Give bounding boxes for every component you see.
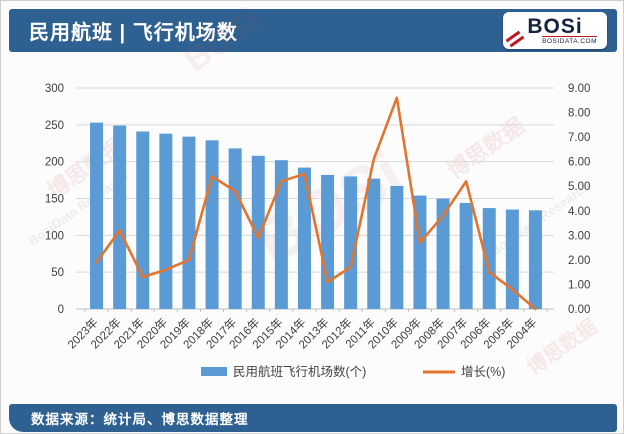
legend-bar-swatch[interactable]	[201, 367, 227, 376]
bar-2022年[interactable]	[113, 125, 127, 309]
bar-2016年[interactable]	[251, 155, 265, 309]
right-axis-tick-label: 7.00	[568, 132, 590, 144]
left-axis-tick-label: 150	[45, 194, 64, 206]
bar-2012年[interactable]	[344, 176, 358, 309]
bar-2011年[interactable]	[367, 178, 381, 309]
bar-2023年[interactable]	[90, 122, 104, 309]
bar-2014年[interactable]	[297, 167, 311, 309]
right-axis-tick-label: 8.00	[568, 108, 590, 120]
bosi-logo-domain: BOSIDATA.COM	[542, 35, 597, 45]
left-axis-tick-label: 100	[45, 230, 64, 242]
combo-chart: 0 50 100 150 200 250 300 0.00 1.00 2.00 3.00 4.00 5.…	[1, 53, 623, 401]
bar-2019年[interactable]	[182, 136, 196, 309]
bar-2015年[interactable]	[274, 160, 288, 309]
right-axis-tick-label: 9.00	[568, 83, 590, 95]
right-axis-tick-label: 4.00	[568, 206, 590, 218]
bar-2013年[interactable]	[321, 174, 335, 309]
bar-2018年[interactable]	[205, 140, 219, 309]
bar-2010年[interactable]	[390, 185, 404, 309]
right-axis-tick-label: 6.00	[568, 157, 590, 169]
bar-2006年[interactable]	[482, 208, 496, 309]
bar-2007年[interactable]	[459, 202, 473, 309]
left-axis-tick-label: 0	[58, 304, 64, 316]
data-source-note: 数据来源：统计局、博思数据整理	[31, 412, 249, 427]
chart-canvas: 0 50 100 150 200 250 300 0.00 1.00 2.00 3.00 4.00 5.…	[45, 83, 591, 379]
growth-line[interactable]	[95, 96, 537, 311]
left-axis-tick-label: 300	[45, 83, 64, 95]
bar-2008年[interactable]	[436, 198, 450, 310]
right-axis-tick-label: 5.00	[568, 181, 590, 193]
bosi-logo-wordmark: BOSi	[527, 14, 583, 38]
right-axis-tick-label: 0.00	[568, 304, 590, 316]
bar-2005年[interactable]	[505, 209, 519, 309]
page-title: 民用航班 | 飞行机场数	[29, 22, 238, 44]
left-axis-tick-label: 50	[51, 267, 64, 279]
legend-bar-label[interactable]: 民用航班飞行机场数(个)	[233, 364, 366, 379]
bar-2004年[interactable]	[528, 210, 542, 309]
bosi-logo-stripes-icon	[505, 30, 525, 48]
left-axis-tick-label: 200	[45, 157, 64, 169]
right-axis-tick-label: 1.00	[568, 279, 590, 291]
header-bar: 民用航班 | 飞行机场数 BOSi BOSIDATA.COM	[9, 9, 617, 52]
right-axis-tick-label: 2.00	[568, 255, 590, 267]
legend-line-label[interactable]: 增长(%)	[461, 364, 505, 379]
left-axis-tick-label: 250	[45, 120, 64, 132]
footer-bar: 数据来源：统计局、博思数据整理	[9, 404, 617, 432]
bar-2017年[interactable]	[228, 148, 242, 309]
bosi-logo: BOSi BOSIDATA.COM	[503, 12, 607, 49]
bar-2021年[interactable]	[136, 131, 150, 309]
right-axis-tick-label: 3.00	[568, 230, 590, 242]
bar-2020年[interactable]	[159, 133, 173, 309]
